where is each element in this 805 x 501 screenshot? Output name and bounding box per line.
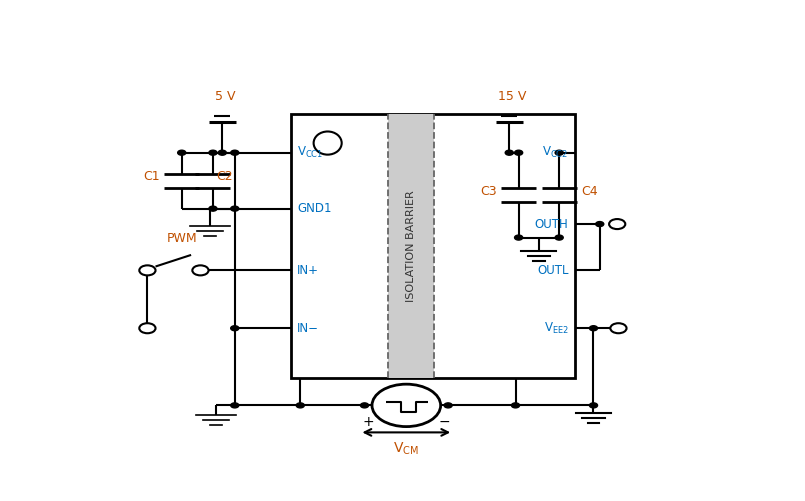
Circle shape bbox=[372, 384, 440, 427]
Circle shape bbox=[361, 403, 369, 408]
Text: C4: C4 bbox=[581, 185, 597, 198]
Circle shape bbox=[589, 403, 597, 408]
Circle shape bbox=[139, 266, 155, 276]
Text: V$_{\mathregular{CM}}$: V$_{\mathregular{CM}}$ bbox=[394, 440, 419, 456]
Circle shape bbox=[208, 206, 217, 211]
Circle shape bbox=[231, 403, 239, 408]
Circle shape bbox=[511, 403, 519, 408]
Circle shape bbox=[178, 150, 186, 155]
Text: C2: C2 bbox=[216, 170, 233, 183]
Circle shape bbox=[218, 150, 226, 155]
Text: IN+: IN+ bbox=[297, 264, 319, 277]
Text: V$_{\mathregular{CC1}}$: V$_{\mathregular{CC1}}$ bbox=[297, 145, 324, 160]
Circle shape bbox=[231, 326, 239, 331]
Text: ISOLATION BARRIER: ISOLATION BARRIER bbox=[406, 190, 416, 302]
Text: GND1: GND1 bbox=[297, 202, 332, 215]
Text: V$_{\mathregular{EE2}}$: V$_{\mathregular{EE2}}$ bbox=[543, 321, 568, 336]
Text: −: − bbox=[439, 414, 450, 428]
Text: OUTL: OUTL bbox=[537, 264, 568, 277]
Circle shape bbox=[596, 221, 604, 226]
Circle shape bbox=[208, 150, 217, 155]
Circle shape bbox=[506, 150, 514, 155]
Circle shape bbox=[555, 150, 563, 155]
Text: V$_{\mathregular{CC2}}$: V$_{\mathregular{CC2}}$ bbox=[543, 145, 568, 160]
Circle shape bbox=[139, 323, 155, 333]
Circle shape bbox=[514, 150, 522, 155]
Text: OUTH: OUTH bbox=[535, 217, 568, 230]
Text: IN−: IN− bbox=[297, 322, 319, 335]
Text: C3: C3 bbox=[480, 185, 497, 198]
Text: 15 V: 15 V bbox=[498, 90, 526, 103]
Circle shape bbox=[231, 150, 239, 155]
Bar bbox=[388, 114, 435, 378]
Text: 5 V: 5 V bbox=[215, 90, 236, 103]
Text: +: + bbox=[362, 414, 374, 428]
Circle shape bbox=[609, 219, 625, 229]
Circle shape bbox=[610, 323, 626, 333]
Circle shape bbox=[296, 403, 304, 408]
Bar bbox=[291, 114, 575, 378]
Text: C1: C1 bbox=[143, 170, 160, 183]
Circle shape bbox=[192, 266, 208, 276]
Circle shape bbox=[444, 403, 452, 408]
Text: PWM: PWM bbox=[167, 232, 197, 245]
Circle shape bbox=[589, 326, 597, 331]
Circle shape bbox=[231, 206, 239, 211]
Circle shape bbox=[555, 235, 563, 240]
Circle shape bbox=[514, 235, 522, 240]
Ellipse shape bbox=[314, 131, 341, 155]
